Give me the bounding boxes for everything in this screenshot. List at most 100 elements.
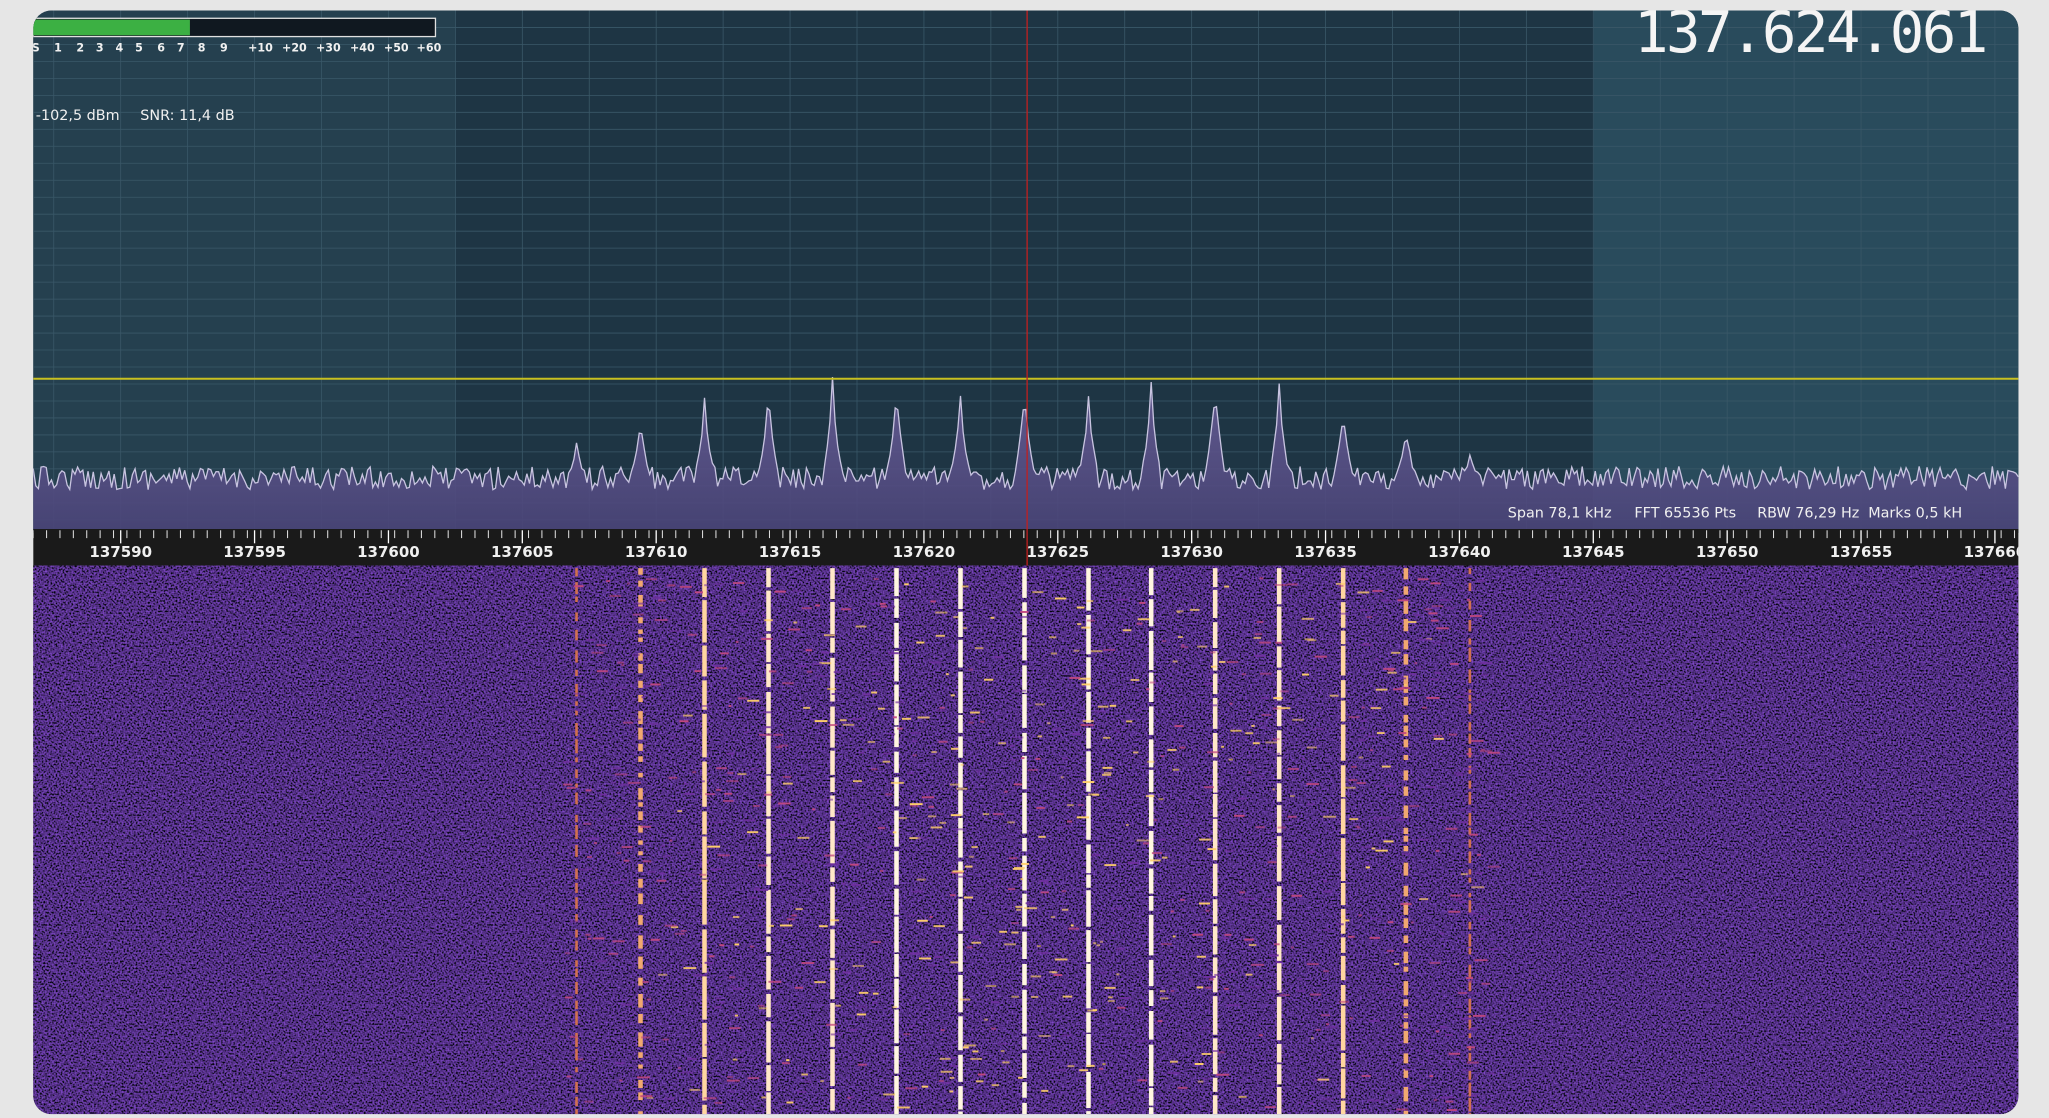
waterfall-speckle [1321, 1098, 1333, 1100]
waterfall-speckle [1469, 834, 1477, 836]
waterfall-speckle [934, 956, 943, 958]
waterfall-speckle [1326, 1023, 1329, 1025]
waterfall-speckle [803, 861, 810, 863]
waterfall-speckle [1053, 1069, 1066, 1071]
waterfall-speckle [801, 1074, 808, 1076]
waterfall-speckle [1276, 961, 1282, 963]
waterfall-speckle [1470, 615, 1482, 617]
waterfall-speckle [689, 1089, 699, 1091]
waterfall-speckle [797, 665, 807, 667]
waterfall-speckle [1388, 672, 1397, 674]
waterfall-speckle [759, 734, 772, 736]
waterfall-speckle [1179, 747, 1185, 749]
waterfall-speckle [1330, 695, 1339, 697]
frequency-label: 137615 [759, 543, 822, 561]
waterfall-speckle [1357, 782, 1366, 784]
waterfall-speckle [617, 852, 622, 854]
waterfall-speckle [596, 960, 607, 962]
frequency-label: 137605 [491, 543, 554, 561]
waterfall-speckle [800, 1108, 803, 1110]
waterfall-speckle [950, 1077, 954, 1079]
waterfall-speckle [719, 1002, 725, 1004]
waterfall-speckle [684, 873, 696, 875]
waterfall-speckle [1459, 901, 1466, 903]
waterfall-speckle [1307, 851, 1315, 853]
waterfall-speckle [1414, 1083, 1419, 1085]
waterfall-speckle [713, 665, 721, 667]
waterfall-speckle [951, 748, 959, 750]
waterfall-speckle [1168, 1072, 1181, 1074]
waterfall-speckle [950, 961, 958, 963]
waterfall-speckle [709, 955, 714, 957]
waterfall-speckle [1224, 988, 1229, 990]
waterfall-speckle [826, 1024, 837, 1026]
waterfall-speckle [1323, 880, 1327, 882]
waterfall-speckle [905, 1087, 917, 1089]
waterfall-speckle [565, 996, 573, 998]
waterfall-speckle [1197, 986, 1203, 988]
waterfall-speckle [1351, 766, 1357, 768]
waterfall-speckle [1307, 963, 1319, 965]
frequency-label: 137660 [1964, 543, 2027, 561]
waterfall-speckle [596, 644, 607, 646]
waterfall-speckle [1265, 898, 1273, 900]
waterfall-speckle [1259, 722, 1265, 724]
waterfall-speckle [1093, 1009, 1098, 1011]
s-meter-label: S [32, 41, 40, 54]
waterfall-speckle [1371, 917, 1381, 919]
waterfall-speckle [670, 844, 675, 846]
waterfall-speckle [994, 656, 1003, 658]
waterfall-speckle [1244, 939, 1254, 941]
waterfall-speckle [815, 720, 828, 722]
waterfall-speckle [1228, 971, 1237, 973]
waterfall-speckle [1288, 768, 1299, 770]
waterfall-speckle [856, 625, 867, 627]
waterfall-speckle [871, 692, 877, 694]
waterfall-speckle [1037, 945, 1041, 947]
waterfall-speckle [1344, 787, 1356, 789]
waterfall-speckle [633, 614, 644, 616]
waterfall-speckle [791, 914, 796, 916]
waterfall-speckle [1375, 850, 1387, 852]
waterfall-speckle [1008, 888, 1015, 890]
frequency-label: 137645 [1562, 543, 1625, 561]
waterfall-speckle [999, 931, 1007, 933]
waterfall-speckle [802, 607, 812, 609]
waterfall-speckle [1238, 798, 1247, 800]
waterfall-speckle [1398, 732, 1406, 734]
waterfall-speckle [1067, 804, 1074, 806]
waterfall-speckle [1133, 751, 1138, 753]
waterfall-speckle [1131, 679, 1140, 681]
waterfall-speckle [1097, 944, 1100, 946]
waterfall-speckle [1436, 850, 1440, 852]
waterfall-speckle [1207, 751, 1219, 753]
waterfall-speckle [1173, 740, 1184, 742]
waterfall-speckle [850, 864, 859, 866]
waterfall-speckle [1229, 759, 1233, 761]
waterfall-speckle [1381, 989, 1393, 991]
waterfall-speckle [860, 752, 865, 754]
waterfall-speckle [1055, 958, 1068, 960]
waterfall-speckle [1222, 937, 1229, 939]
waterfall-speckle [768, 981, 781, 983]
waterfall-speckle [1126, 824, 1129, 826]
waterfall-speckle [614, 687, 626, 689]
waterfall-speckle [953, 616, 958, 618]
waterfall-speckle [1035, 758, 1040, 760]
waterfall-speckle [1185, 824, 1190, 826]
waterfall-speckle [904, 583, 909, 585]
waterfall-speckle [1251, 964, 1264, 966]
waterfall-speckle [858, 1064, 867, 1066]
waterfall-speckle [1181, 646, 1188, 648]
waterfall-speckle [1092, 854, 1099, 856]
waterfall-speckle [939, 822, 946, 824]
waterfall-speckle [1449, 1053, 1460, 1055]
waterfall-speckle [1302, 618, 1314, 620]
waterfall-speckle [1360, 644, 1373, 646]
waterfall-speckle [1099, 1068, 1103, 1070]
waterfall-speckle [1147, 761, 1154, 763]
waterfall-speckle [1255, 633, 1262, 635]
waterfall-speckle [1405, 1069, 1411, 1071]
waterfall-speckle [868, 741, 875, 743]
waterfall-speckle [738, 697, 748, 699]
